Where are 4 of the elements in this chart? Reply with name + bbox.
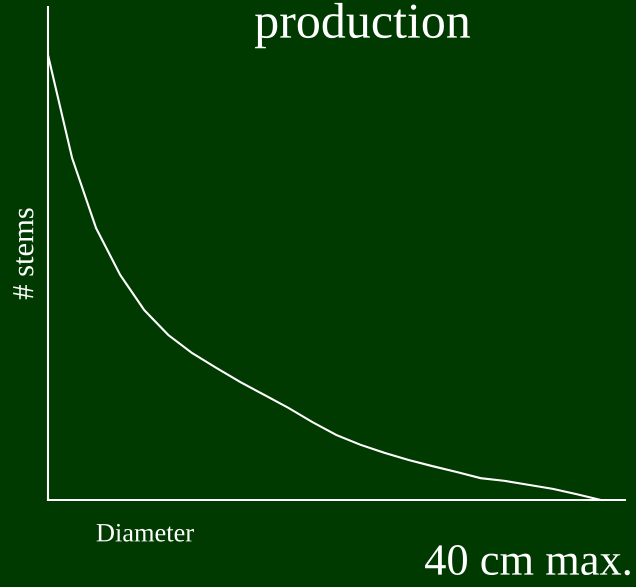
x-axis-title: Diameter [96,524,194,542]
chart-title: production [255,2,470,48]
text: 40 cm max. [425,545,630,576]
y-axis-title: # stems [13,208,34,300]
